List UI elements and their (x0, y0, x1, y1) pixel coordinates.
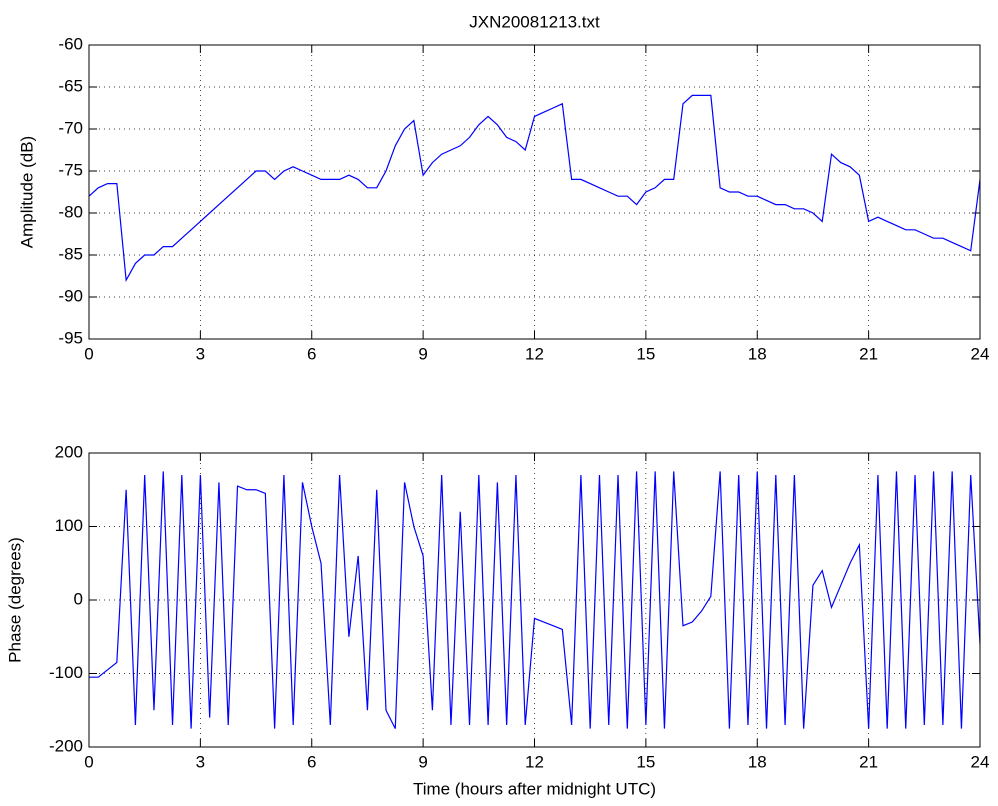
x-tick-label: 9 (418, 752, 427, 771)
x-axis-label: Time (hours after midnight UTC) (413, 779, 656, 798)
plot-area (89, 45, 980, 339)
x-tick-label: 3 (196, 752, 205, 771)
y-tick-label: -80 (58, 202, 83, 221)
y-tick-label: -70 (58, 118, 83, 137)
y-tick-label: -200 (49, 736, 83, 755)
y-tick-label: -100 (49, 663, 83, 682)
x-tick-label: 18 (748, 752, 767, 771)
x-tick-label: 0 (84, 752, 93, 771)
axes-frame (88, 44, 981, 340)
x-tick-label: 0 (84, 344, 93, 363)
x-tick-label: 3 (196, 344, 205, 363)
y-tick-label: 0 (74, 589, 83, 608)
y-tick-label: -65 (58, 76, 83, 95)
y-tick-label: 200 (55, 442, 83, 461)
y-tick-label: -90 (58, 286, 83, 305)
x-tick-label: 12 (525, 752, 544, 771)
y-tick-label: 100 (55, 516, 83, 535)
x-tick-label: 9 (418, 344, 427, 363)
x-tick-label: 21 (859, 344, 878, 363)
data-line (89, 471, 981, 729)
x-tick-label: 21 (859, 752, 878, 771)
y-tick-label: -95 (58, 328, 83, 347)
y-axis-label: Phase (degrees) (5, 537, 24, 663)
x-tick-label: 18 (748, 344, 767, 363)
x-tick-label: 15 (636, 752, 655, 771)
data-line (88, 94, 981, 283)
x-tick-label: 24 (971, 344, 990, 363)
axes-frame (88, 452, 981, 748)
x-tick-label: 24 (971, 752, 990, 771)
x-tick-label: 12 (525, 344, 544, 363)
x-tick-label: 6 (307, 344, 316, 363)
y-tick-label: -60 (58, 34, 83, 53)
chart-title: JXN20081213.txt (469, 12, 600, 31)
y-tick-label: -75 (58, 160, 83, 179)
x-tick-label: 6 (307, 752, 316, 771)
y-tick-label: -85 (58, 244, 83, 263)
y-axis-label: Amplitude (dB) (17, 136, 36, 248)
x-tick-label: 15 (636, 344, 655, 363)
